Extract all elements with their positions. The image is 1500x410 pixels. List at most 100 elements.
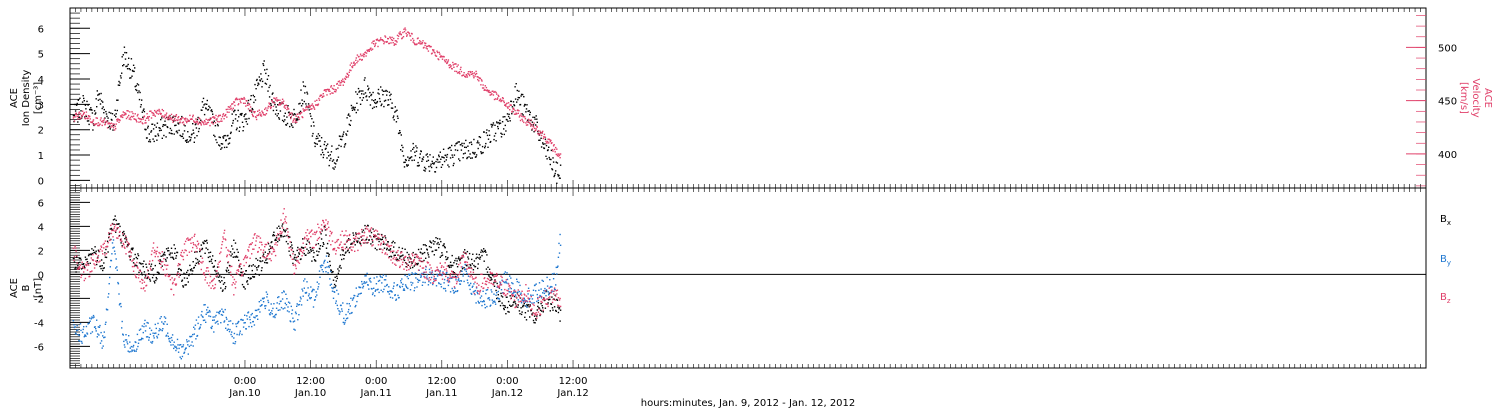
- by-point: [302, 295, 304, 297]
- velocity-point: [182, 121, 185, 123]
- velocity-point: [369, 48, 371, 51]
- velocity-point: [329, 93, 331, 95]
- by-point: [292, 317, 294, 319]
- velocity-point: [72, 117, 75, 119]
- by-point: [320, 266, 322, 269]
- velocity-point: [326, 94, 328, 96]
- bx-point: [425, 257, 427, 259]
- density-point: [210, 109, 213, 111]
- by-point: [320, 264, 323, 266]
- by-point: [386, 284, 388, 287]
- velocity-point: [89, 118, 91, 120]
- bx-point: [409, 267, 412, 269]
- by-point: [539, 295, 542, 297]
- density-point: [538, 139, 540, 141]
- bx-point: [174, 252, 176, 254]
- by-point: [163, 316, 166, 318]
- density-point: [189, 140, 191, 142]
- by-point: [188, 345, 191, 348]
- velocity-point: [313, 107, 315, 109]
- velocity-point: [310, 104, 312, 107]
- bx-point: [251, 265, 253, 267]
- by-point: [426, 276, 428, 278]
- by-point: [216, 320, 219, 322]
- density-point: [442, 156, 444, 158]
- velocity-point: [305, 106, 307, 109]
- density-point: [464, 152, 466, 154]
- by-point: [263, 297, 265, 299]
- bz-point: [181, 255, 183, 257]
- density-point: [457, 141, 459, 143]
- by-point: [483, 300, 485, 303]
- bx-point: [438, 246, 440, 249]
- bx-point: [377, 238, 380, 240]
- by-point: [491, 291, 493, 293]
- velocity-point: [538, 134, 540, 136]
- density-point: [496, 121, 498, 123]
- velocity-point: [78, 111, 81, 113]
- velocity-point: [456, 65, 458, 68]
- density-point: [381, 89, 383, 91]
- by-point: [357, 293, 360, 295]
- density-point: [458, 158, 460, 160]
- bz-point: [144, 290, 146, 292]
- velocity-point: [128, 118, 130, 120]
- bx-point: [189, 264, 191, 267]
- velocity-point: [100, 120, 103, 123]
- bx-point: [496, 297, 498, 300]
- density-point: [138, 98, 141, 101]
- bz-point: [86, 269, 89, 271]
- velocity-point: [355, 59, 357, 61]
- by-point: [552, 290, 554, 293]
- bx-point: [277, 240, 279, 243]
- density-point: [231, 113, 233, 115]
- by-point: [186, 339, 188, 341]
- velocity-point: [513, 108, 515, 111]
- density-point: [480, 151, 482, 153]
- by-point: [307, 287, 309, 289]
- velocity-point: [358, 55, 360, 58]
- velocity-point: [329, 90, 331, 92]
- by-point: [196, 334, 199, 337]
- bx-point: [537, 305, 539, 308]
- bx-point: [149, 280, 152, 282]
- bx-point: [95, 252, 97, 254]
- velocity-point: [299, 112, 302, 115]
- density-point: [210, 110, 212, 112]
- density-point: [73, 114, 76, 117]
- velocity-point: [135, 119, 137, 122]
- by-point: [518, 281, 520, 284]
- bx-point: [371, 238, 373, 241]
- by-point: [401, 285, 404, 288]
- bx-point: [366, 242, 368, 244]
- density-point: [77, 99, 79, 101]
- by-point: [365, 281, 368, 283]
- density-point: [291, 113, 294, 115]
- bx-point: [559, 309, 562, 311]
- bx-point: [114, 215, 116, 217]
- density-point: [498, 123, 501, 125]
- by-point: [492, 302, 494, 304]
- bx-point: [258, 274, 260, 276]
- density-point: [92, 129, 94, 131]
- density-point: [365, 95, 368, 97]
- velocity-point: [398, 32, 400, 34]
- density-point: [106, 115, 108, 118]
- by-point: [389, 290, 391, 292]
- density-point: [234, 118, 237, 120]
- bx-point: [458, 256, 460, 258]
- bx-point: [443, 246, 446, 248]
- bx-point: [219, 275, 221, 277]
- bx-point: [308, 241, 310, 243]
- density-point: [95, 98, 97, 100]
- density-point: [109, 125, 111, 127]
- velocity-point: [400, 33, 402, 35]
- bx-point: [89, 262, 91, 264]
- bx-point: [405, 266, 407, 268]
- velocity-point: [85, 114, 87, 117]
- by-point: [532, 289, 535, 291]
- density-point: [96, 106, 98, 108]
- bx-point: [255, 267, 258, 269]
- by-point: [427, 284, 430, 286]
- velocity-point: [379, 39, 381, 41]
